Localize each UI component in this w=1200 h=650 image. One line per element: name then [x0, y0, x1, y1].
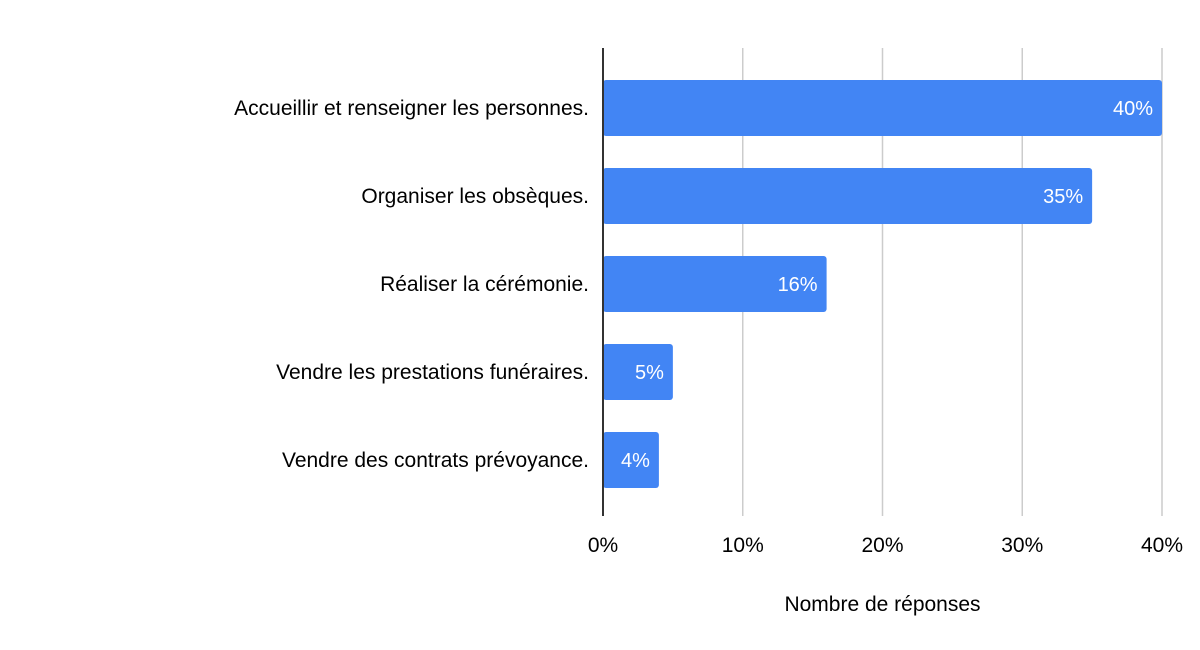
x-tick-label-10: 10% [722, 534, 764, 557]
data-label-1: 40% [1113, 98, 1153, 120]
x-tick-labels: 0% 10% 20% 30% 40% [588, 534, 1183, 557]
bars [603, 80, 1162, 488]
x-tick-label-20: 20% [861, 534, 903, 557]
category-label-5: Vendre des contrats prévoyance. [282, 449, 589, 472]
category-label-4: Vendre les prestations funéraires. [276, 361, 589, 384]
data-label-2: 35% [1043, 186, 1083, 208]
x-tick-label-30: 30% [1001, 534, 1043, 557]
bar-5 [603, 432, 659, 488]
bar-2 [603, 168, 1093, 224]
category-label-2: Organiser les obsèques. [361, 185, 589, 208]
category-labels: Accueillir et renseigner les personnes. O… [234, 97, 589, 472]
x-axis-title: Nombre de réponses [784, 593, 980, 616]
category-label-1: Accueillir et renseigner les personnes. [234, 97, 589, 120]
bar-4 [603, 344, 673, 400]
x-tick-label-0: 0% [588, 534, 618, 557]
bar-3 [603, 256, 827, 312]
data-label-3: 16% [778, 274, 818, 296]
x-tick-label-40: 40% [1141, 534, 1183, 557]
data-label-4: 5% [635, 362, 664, 384]
data-label-5: 4% [621, 450, 650, 472]
bar-1 [603, 80, 1162, 136]
data-labels: 40% 35% 16% 5% 4% [621, 98, 1153, 472]
category-label-3: Réaliser la cérémonie. [380, 273, 589, 296]
